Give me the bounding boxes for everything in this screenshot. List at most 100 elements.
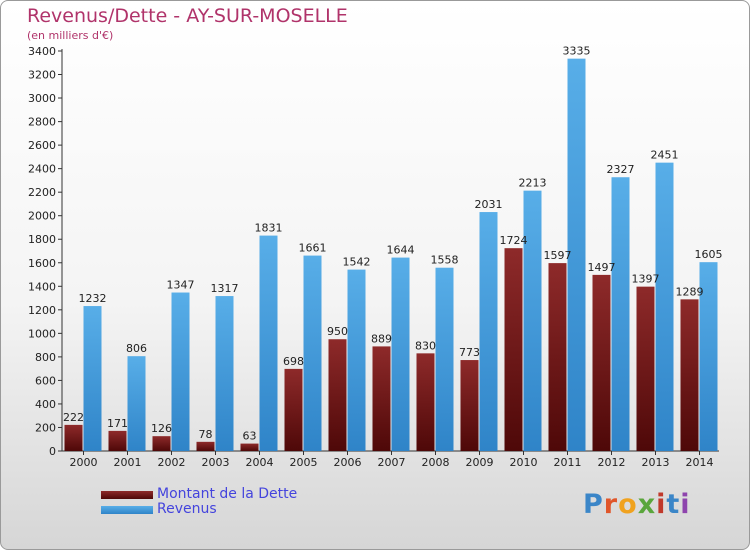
bar-revenus xyxy=(391,257,410,451)
value-label-revenus: 1317 xyxy=(211,282,239,295)
chart-subtitle: (en milliers d'€) xyxy=(27,29,114,42)
y-tick-label: 2200 xyxy=(28,186,56,199)
legend-label-dette: Montant de la Dette xyxy=(157,486,298,502)
value-label-dette: 171 xyxy=(107,417,128,430)
y-tick-label: 1200 xyxy=(28,304,56,317)
y-tick-label: 1800 xyxy=(28,233,56,246)
y-tick-label: 1600 xyxy=(28,257,56,270)
value-label-dette: 698 xyxy=(283,355,304,368)
bar-revenus xyxy=(303,255,322,451)
value-label-dette: 126 xyxy=(151,422,172,435)
bar-revenus xyxy=(523,190,542,451)
bar-revenus xyxy=(699,262,718,451)
x-tick-label: 2000 xyxy=(70,456,98,469)
bar-dette xyxy=(328,339,347,451)
value-label-revenus: 1232 xyxy=(79,292,107,305)
bar-revenus xyxy=(215,296,234,451)
x-tick-label: 2001 xyxy=(114,456,142,469)
proxiti-logo: Proxiti xyxy=(583,489,691,520)
bar-revenus xyxy=(259,235,278,451)
value-label-dette: 1397 xyxy=(632,273,660,286)
y-tick-label: 2000 xyxy=(28,210,56,223)
y-tick-label: 3400 xyxy=(28,45,56,58)
legend-swatch-revenus xyxy=(101,506,153,514)
bar-revenus xyxy=(127,356,146,451)
bar-revenus xyxy=(171,292,190,451)
y-tick-label: 0 xyxy=(49,445,56,458)
x-tick-label: 2006 xyxy=(334,456,362,469)
bar-revenus xyxy=(611,177,630,451)
x-tick-label: 2004 xyxy=(246,456,274,469)
value-label-revenus: 1831 xyxy=(255,222,283,235)
value-label-dette: 1497 xyxy=(588,261,616,274)
x-tick-label: 2014 xyxy=(686,456,714,469)
bar-dette xyxy=(636,286,655,451)
value-label-dette: 773 xyxy=(459,346,480,359)
value-label-revenus: 1661 xyxy=(299,242,327,255)
bar-dette xyxy=(196,441,215,451)
bar-dette xyxy=(592,274,611,451)
y-tick-label: 2800 xyxy=(28,116,56,129)
bar-dette xyxy=(284,368,303,451)
y-tick-label: 3200 xyxy=(28,69,56,82)
bar-revenus xyxy=(567,58,586,451)
bar-dette xyxy=(460,360,479,451)
legend-swatch-dette xyxy=(101,491,153,499)
value-label-dette: 1724 xyxy=(500,234,528,247)
y-tick-label: 200 xyxy=(35,421,56,434)
y-tick-label: 1000 xyxy=(28,327,56,340)
bar-revenus xyxy=(655,162,674,451)
value-label-dette: 830 xyxy=(415,339,436,352)
x-tick-label: 2007 xyxy=(378,456,406,469)
value-label-revenus: 2451 xyxy=(651,149,679,162)
bar-dette xyxy=(152,436,171,451)
bar-revenus xyxy=(347,269,366,451)
y-tick-label: 1400 xyxy=(28,280,56,293)
bar-dette xyxy=(372,346,391,451)
value-label-revenus: 2213 xyxy=(519,177,547,190)
value-label-dette: 222 xyxy=(63,411,84,424)
x-tick-label: 2008 xyxy=(422,456,450,469)
value-label-revenus: 1558 xyxy=(431,254,459,267)
y-tick-label: 600 xyxy=(35,374,56,387)
bar-revenus xyxy=(435,267,454,451)
bar-revenus xyxy=(83,306,102,451)
value-label-dette: 78 xyxy=(199,428,213,441)
value-label-revenus: 1542 xyxy=(343,256,371,269)
value-label-dette: 63 xyxy=(243,430,257,443)
bar-dette xyxy=(680,299,699,451)
value-label-revenus: 1644 xyxy=(387,244,415,257)
value-label-revenus: 806 xyxy=(126,342,147,355)
x-tick-label: 2012 xyxy=(598,456,626,469)
chart-title: Revenus/Dette - AY-SUR-MOSELLE xyxy=(27,5,348,27)
bar-revenus xyxy=(479,212,498,451)
x-tick-label: 2002 xyxy=(158,456,186,469)
value-label-revenus: 2031 xyxy=(475,198,503,211)
legend-label-revenus: Revenus xyxy=(157,501,217,517)
x-tick-label: 2009 xyxy=(466,456,494,469)
y-tick-label: 3000 xyxy=(28,92,56,105)
value-label-dette: 1289 xyxy=(676,285,704,298)
y-tick-label: 2600 xyxy=(28,139,56,152)
y-tick-label: 400 xyxy=(35,398,56,411)
y-tick-label: 800 xyxy=(35,351,56,364)
value-label-revenus: 1605 xyxy=(695,248,723,261)
value-label-dette: 1597 xyxy=(544,249,572,262)
bar-dette xyxy=(548,263,567,451)
value-label-revenus: 2327 xyxy=(607,163,635,176)
bar-dette xyxy=(240,443,259,451)
x-tick-label: 2003 xyxy=(202,456,230,469)
value-label-revenus: 1347 xyxy=(167,279,195,292)
value-label-dette: 889 xyxy=(371,332,392,345)
y-tick-label: 2400 xyxy=(28,163,56,176)
bar-dette xyxy=(504,248,523,451)
x-tick-label: 2005 xyxy=(290,456,318,469)
value-label-revenus: 3335 xyxy=(563,45,591,58)
x-tick-label: 2013 xyxy=(642,456,670,469)
x-tick-label: 2011 xyxy=(554,456,582,469)
x-tick-label: 2010 xyxy=(510,456,538,469)
bar-dette xyxy=(64,424,83,451)
bar-dette xyxy=(416,353,435,451)
